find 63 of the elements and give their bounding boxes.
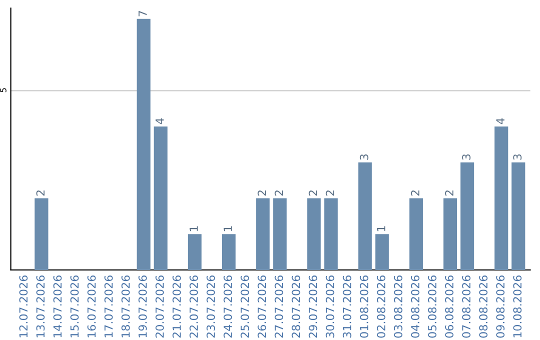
data-label: 3 (462, 154, 470, 160)
bar (358, 162, 372, 270)
x-tick-label: 18.07.2026 (121, 276, 130, 338)
bar (409, 198, 423, 270)
x-tick-label: 23.07.2026 (206, 276, 216, 338)
data-label: 1 (190, 226, 198, 232)
x-tick-label: 01.08.2026 (360, 276, 368, 338)
x-tick-label: 02.08.2026 (376, 276, 386, 338)
x-tick-label: 05.08.2026 (428, 276, 436, 338)
x-tick-label: 16.07.2026 (87, 276, 96, 338)
data-label: 1 (377, 226, 386, 232)
x-tick-label: 22.07.2026 (190, 276, 198, 338)
bar (154, 126, 168, 270)
x-tick-label: 26.07.2026 (258, 276, 266, 338)
bar (375, 234, 389, 270)
data-label: 2 (258, 190, 266, 196)
data-label: 2 (410, 190, 420, 196)
x-tick-label: 14.07.2026 (53, 276, 62, 338)
data-label: 3 (513, 154, 522, 160)
x-tick-label: 10.08.2026 (513, 276, 522, 338)
data-label: 1 (224, 226, 232, 232)
x-tick-label: 31.07.2026 (342, 276, 352, 338)
x-tick-label: 17.07.2026 (104, 276, 113, 338)
bar (273, 198, 287, 270)
data-label: 2 (36, 190, 45, 196)
x-tick-label: 09.08.2026 (496, 276, 505, 338)
x-tick-label: 28.07.2026 (292, 276, 300, 338)
x-tick-label: 25.07.2026 (240, 276, 250, 338)
data-label: 7 (138, 11, 147, 16)
data-label: 2 (326, 190, 334, 196)
x-tick-label: 04.08.2026 (410, 276, 420, 338)
x-tick-label: 06.08.2026 (445, 276, 454, 338)
x-tick-label: 27.07.2026 (274, 276, 284, 338)
bar (256, 198, 270, 270)
x-tick-label: 30.07.2026 (326, 276, 334, 338)
data-label: 4 (496, 118, 504, 124)
x-tick-label: 20.07.2026 (156, 276, 164, 338)
x-tick-label: 24.07.2026 (224, 276, 232, 338)
bar (494, 126, 508, 270)
data-label: 2 (445, 190, 454, 196)
y-tick-label: 5 (0, 88, 6, 92)
data-label: 4 (156, 118, 164, 124)
bar (307, 198, 321, 270)
x-tick-label: 21.07.2026 (172, 276, 181, 338)
bar (222, 234, 236, 270)
data-label: 2 (274, 190, 283, 196)
x-tick-label: 29.07.2026 (308, 276, 318, 338)
x-tick-label: 19.07.2026 (138, 276, 147, 338)
data-label: 2 (308, 190, 318, 196)
x-tick-label: 12.07.2026 (19, 276, 28, 338)
x-tick-label: 03.08.2026 (394, 276, 402, 338)
bar (136, 18, 150, 270)
x-tick-label: 08.08.2026 (479, 276, 488, 338)
bar (512, 162, 526, 270)
x-tick-label: 07.08.2026 (462, 276, 470, 338)
bar (324, 198, 338, 270)
bar (188, 234, 202, 270)
x-tick-label: 15.07.2026 (70, 276, 79, 338)
bar (443, 198, 458, 270)
bar (460, 162, 474, 270)
x-tick-label: 13.07.2026 (36, 276, 45, 338)
bar (34, 198, 48, 270)
data-label: 3 (360, 154, 368, 160)
